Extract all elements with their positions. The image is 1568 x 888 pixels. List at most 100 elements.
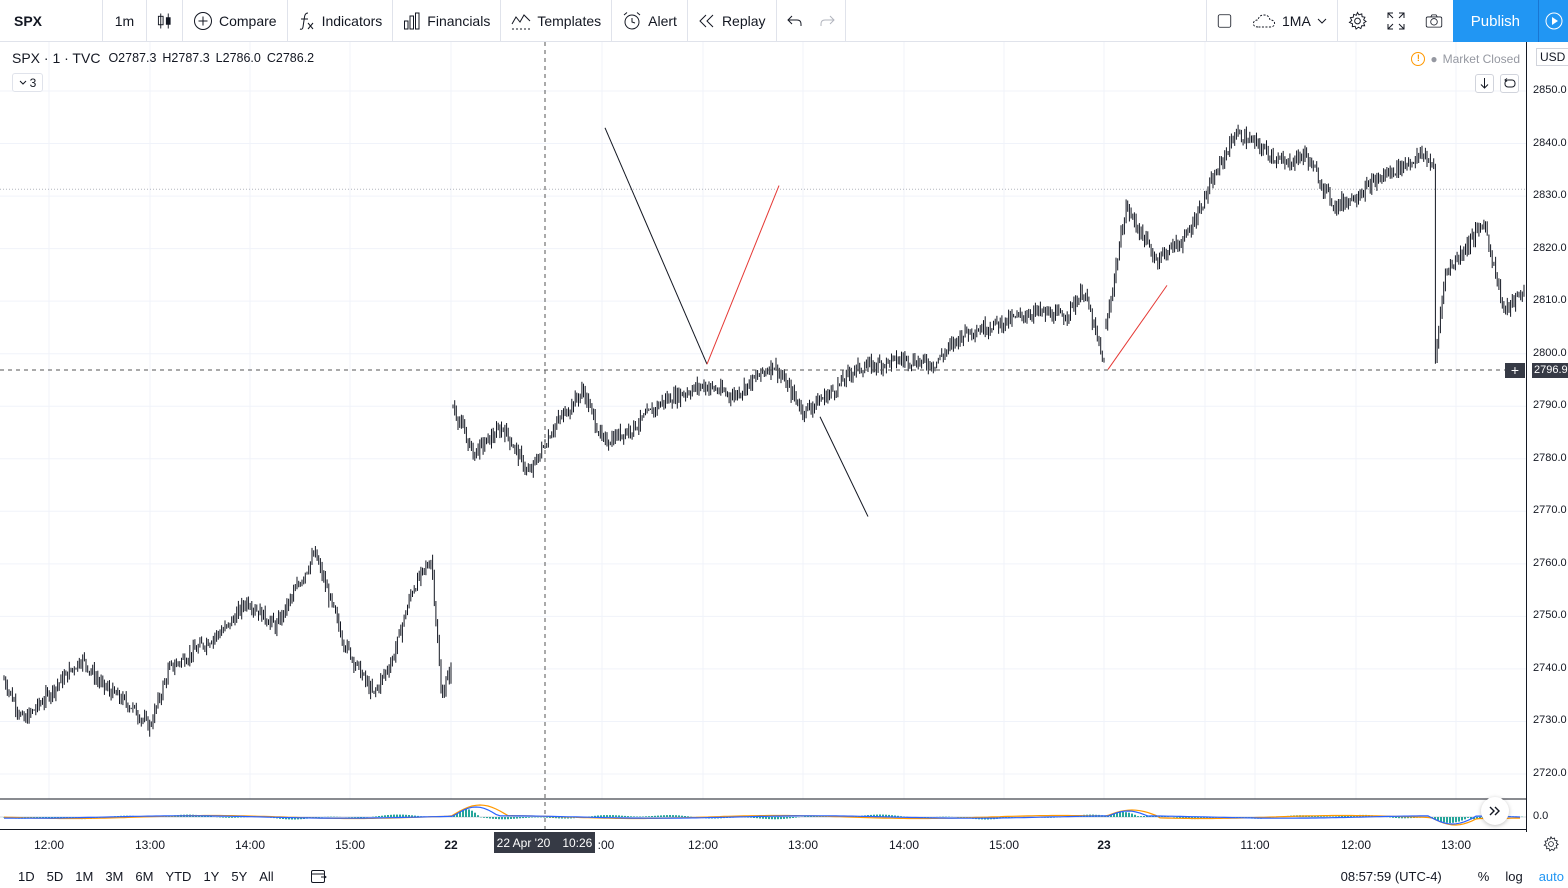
templates-icon <box>511 13 531 29</box>
time-tick-label: 13:00 <box>787 838 819 852</box>
price-tick-label: 2730.0 <box>1533 714 1567 727</box>
range-button-5d[interactable]: 5D <box>46 868 64 884</box>
trend-line-down-2 <box>819 416 869 517</box>
symbol-search-button[interactable]: SPX <box>0 0 103 41</box>
plus-circle-icon <box>194 11 212 30</box>
arrow-down-icon <box>1480 78 1489 89</box>
time-tick-label: 13:00 <box>134 838 166 852</box>
currency-label[interactable]: USD <box>1536 48 1568 66</box>
crosshair <box>0 42 1526 829</box>
crosshair-time-label: 22 Apr '20 10:26 <box>494 832 595 853</box>
toolbar-right-group: 1MA Publish <box>1206 0 1568 42</box>
price-tick-label: 2780.0 <box>1533 451 1567 464</box>
range-button-1m[interactable]: 1M <box>75 868 94 884</box>
price-tick-label: 2830.0 <box>1533 189 1567 202</box>
redo-icon[interactable] <box>819 14 835 28</box>
undo-redo-group <box>777 0 846 41</box>
time-tick-label: 14:00 <box>888 838 920 852</box>
financials-label: Financials <box>427 12 491 29</box>
time-tick-label: 15:00 <box>988 838 1020 852</box>
templates-button[interactable]: Templates <box>501 0 613 41</box>
time-tick-label: 15:00 <box>334 838 366 852</box>
timezone-clock[interactable]: 08:57:59 (UTC-4) <box>1340 868 1442 884</box>
alarm-clock-icon <box>623 11 641 29</box>
scroll-to-realtime-button[interactable] <box>1475 74 1494 93</box>
market-status[interactable]: ! ● Market Closed <box>1411 52 1520 66</box>
fullscreen-button[interactable] <box>1377 0 1415 42</box>
price-tick-label: 2740.0 <box>1533 661 1567 674</box>
settings-button[interactable] <box>1336 0 1377 42</box>
price-tick-label: 2820.0 <box>1533 241 1567 254</box>
double-chevron-right-icon <box>1489 806 1500 816</box>
layout-name: 1MA <box>1282 13 1311 29</box>
crosshair-time: 10:26 <box>562 835 593 850</box>
bottom-bar-right: 08:57:59 (UTC-4) % log auto <box>1341 864 1568 888</box>
indicators-button[interactable]: Indicators <box>288 0 394 41</box>
rewind-icon <box>699 14 714 27</box>
collapsed-count: 3 <box>29 75 37 90</box>
time-tick-label: 23 <box>1097 838 1111 852</box>
price-tick-label: 2840.0 <box>1533 136 1567 149</box>
price-tick-label: 2790.0 <box>1533 399 1567 412</box>
legend-low: L2786.0 <box>215 51 261 65</box>
crosshair-add-button[interactable]: + <box>1505 363 1525 378</box>
chart-type-button[interactable] <box>147 0 183 41</box>
undo-icon[interactable] <box>786 14 803 28</box>
price-chart[interactable] <box>0 42 1526 829</box>
time-tick-label: 13:00 <box>1440 838 1472 852</box>
publish-video-button[interactable] <box>1538 0 1568 42</box>
indicator-zero-tick: 0.0 <box>1533 810 1549 822</box>
time-tick-label: 12:00 <box>687 838 719 852</box>
range-button-1d[interactable]: 1D <box>18 868 35 884</box>
refresh-icon <box>1503 78 1515 88</box>
price-tick-label: 2770.0 <box>1533 504 1567 517</box>
time-tick-label: 12:00 <box>1340 838 1372 852</box>
financials-button[interactable]: Financials <box>393 0 502 41</box>
replay-label: Replay <box>721 12 766 29</box>
log-scale-toggle[interactable]: log <box>1505 868 1523 884</box>
screenshot-button[interactable] <box>1415 0 1453 42</box>
price-axis[interactable] <box>1526 42 1568 832</box>
price-tick-label: 2720.0 <box>1533 767 1567 779</box>
alert-button[interactable]: Alert <box>612 0 688 41</box>
indicator-collapse-button[interactable]: 3 <box>12 73 43 92</box>
function-icon <box>299 12 313 30</box>
macd-line <box>4 806 1521 825</box>
time-axis[interactable] <box>0 829 1526 859</box>
macd-indicator-pane <box>0 804 1526 826</box>
time-tick-label: 14:00 <box>234 838 266 852</box>
range-button-5y[interactable]: 5Y <box>231 868 248 884</box>
legend-close: C2786.2 <box>266 51 315 65</box>
range-button-6m[interactable]: 6M <box>135 868 154 884</box>
camera-icon <box>1425 14 1442 28</box>
range-button-1y[interactable]: 1Y <box>203 868 220 884</box>
scroll-forward-button[interactable] <box>1481 797 1509 825</box>
range-button-3m[interactable]: 3M <box>105 868 124 884</box>
clock-status-icon: ! <box>1411 52 1426 66</box>
gear-icon[interactable] <box>1543 836 1559 852</box>
goto-date-icon[interactable] <box>310 868 328 884</box>
percent-scale-toggle[interactable]: % <box>1477 868 1490 884</box>
fullscreen-layout-button[interactable] <box>1206 0 1242 42</box>
replay-button[interactable]: Replay <box>688 0 777 41</box>
trend-line-up-2 <box>1107 285 1168 370</box>
compare-button[interactable]: Compare <box>183 0 288 41</box>
legend-high: H2787.3 <box>162 51 210 65</box>
cloud-icon <box>1252 14 1276 28</box>
auto-scale-toggle[interactable]: auto <box>1538 868 1564 884</box>
range-button-ytd[interactable]: YTD <box>165 868 192 884</box>
square-icon <box>1217 14 1232 28</box>
reset-scale-button[interactable] <box>1500 74 1519 93</box>
layout-save-button[interactable]: 1MA <box>1242 0 1337 42</box>
time-tick-partial: :00 <box>597 838 615 852</box>
macd-signal-line <box>3 804 1520 826</box>
gear-icon <box>1348 11 1367 30</box>
range-button-all[interactable]: All <box>259 868 274 884</box>
legend-title[interactable]: SPX · 1 · TVC <box>12 50 101 66</box>
legend-open: O2787.3 <box>108 51 157 65</box>
price-tick-label: 2750.0 <box>1533 609 1567 622</box>
price-tick-label: 2810.0 <box>1533 294 1567 307</box>
publish-button[interactable]: Publish <box>1452 0 1538 42</box>
candles-icon <box>157 13 171 28</box>
interval-button[interactable]: 1m <box>103 0 147 41</box>
